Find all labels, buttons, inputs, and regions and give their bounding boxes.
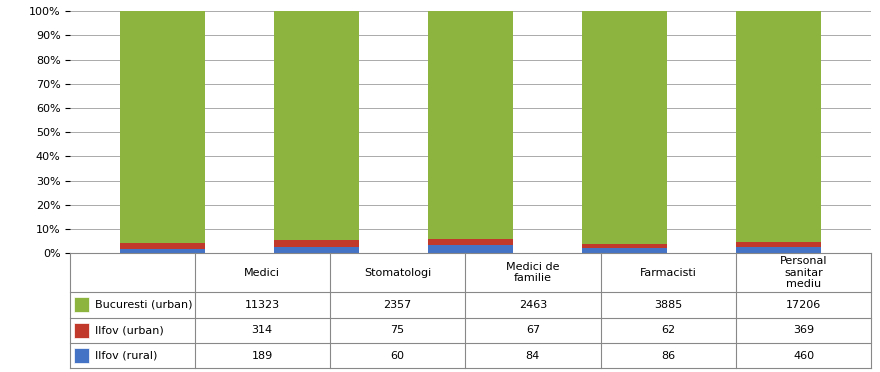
Text: Medici: Medici bbox=[244, 268, 280, 278]
Text: 460: 460 bbox=[793, 350, 814, 360]
Text: Farmacisti: Farmacisti bbox=[640, 268, 697, 278]
Text: 2463: 2463 bbox=[518, 300, 547, 310]
Text: Stomatologi: Stomatologi bbox=[364, 268, 431, 278]
Bar bbox=[121, 249, 205, 253]
Bar bbox=[75, 298, 89, 312]
Text: 86: 86 bbox=[661, 350, 675, 360]
Bar bbox=[121, 11, 205, 243]
Text: Bucuresti (urban): Bucuresti (urban) bbox=[95, 300, 193, 310]
Bar bbox=[583, 248, 667, 253]
Bar bbox=[737, 242, 821, 247]
Bar bbox=[75, 323, 89, 338]
Bar bbox=[429, 245, 513, 253]
Text: Medici de
familie: Medici de familie bbox=[506, 262, 560, 283]
Bar bbox=[429, 239, 513, 245]
Text: Personal
sanitar
mediu: Personal sanitar mediu bbox=[780, 256, 827, 289]
Bar bbox=[75, 348, 89, 363]
Text: 189: 189 bbox=[252, 350, 273, 360]
Text: 75: 75 bbox=[391, 325, 405, 335]
Text: 62: 62 bbox=[661, 325, 675, 335]
Bar bbox=[583, 244, 667, 248]
Text: 67: 67 bbox=[525, 325, 540, 335]
Bar bbox=[275, 11, 359, 240]
Text: 60: 60 bbox=[391, 350, 405, 360]
Bar bbox=[121, 243, 205, 249]
Text: Ilfov (urban): Ilfov (urban) bbox=[95, 325, 164, 335]
Bar bbox=[429, 11, 513, 239]
Text: 17206: 17206 bbox=[786, 300, 821, 310]
Text: 369: 369 bbox=[793, 325, 814, 335]
Text: 84: 84 bbox=[525, 350, 540, 360]
Bar bbox=[583, 11, 667, 244]
Text: 314: 314 bbox=[252, 325, 273, 335]
Bar bbox=[275, 240, 359, 247]
Text: 3885: 3885 bbox=[654, 300, 682, 310]
Bar bbox=[737, 247, 821, 253]
Text: Ilfov (rural): Ilfov (rural) bbox=[95, 350, 158, 360]
Bar bbox=[275, 247, 359, 253]
Text: 2357: 2357 bbox=[384, 300, 412, 310]
Text: 11323: 11323 bbox=[245, 300, 280, 310]
Bar bbox=[737, 11, 821, 242]
